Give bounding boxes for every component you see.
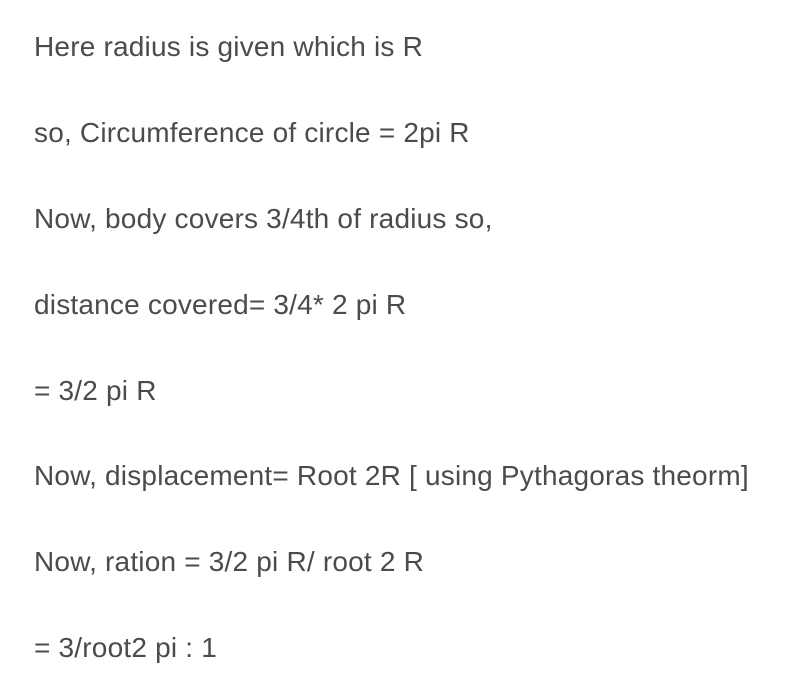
line-5: = 3/2 pi R: [34, 372, 766, 410]
line-7: Now, ration = 3/2 pi R/ root 2 R: [34, 543, 766, 581]
line-4: distance covered= 3/4* 2 pi R: [34, 286, 766, 324]
line-2: so, Circumference of circle = 2pi R: [34, 114, 766, 152]
line-1: Here radius is given which is R: [34, 28, 766, 66]
line-6: Now, displacement= Root 2R [ using Pytha…: [34, 457, 766, 495]
solution-text-block: Here radius is given which is R so, Circ…: [0, 0, 800, 695]
line-3: Now, body covers 3/4th of radius so,: [34, 200, 766, 238]
line-8: = 3/root2 pi : 1: [34, 629, 766, 667]
